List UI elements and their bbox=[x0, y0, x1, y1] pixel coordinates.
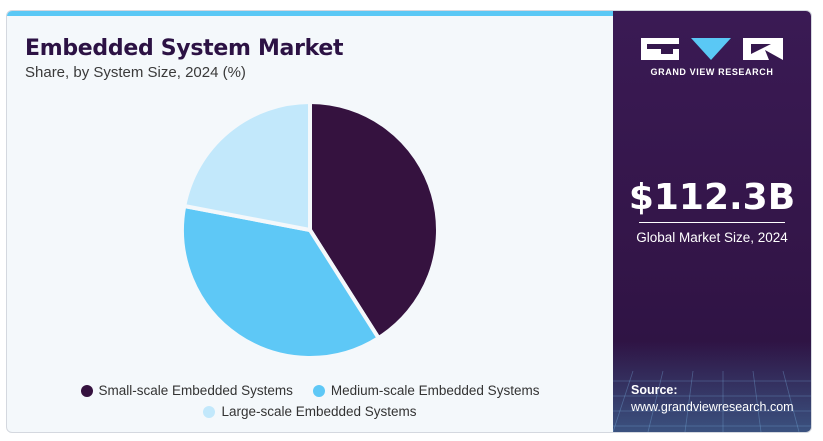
source-url: www.grandviewresearch.com bbox=[631, 400, 794, 414]
legend-label-large-scale: Large-scale Embedded Systems bbox=[221, 404, 417, 419]
grand-view-research-logo bbox=[641, 38, 783, 60]
accent-strip bbox=[7, 11, 613, 16]
legend-label-medium-scale: Medium-scale Embedded Systems bbox=[330, 383, 540, 398]
source-label: Source: bbox=[631, 383, 678, 397]
legend-swatch-small-scale bbox=[80, 384, 93, 397]
grid-decoration bbox=[613, 341, 811, 432]
summary-panel: GRAND VIEW RESEARCH $112.3B Global Marke… bbox=[613, 11, 811, 432]
pie-slice-large-scale bbox=[182, 100, 312, 232]
legend-row-2: Large-scale Embedded Systems bbox=[7, 404, 613, 419]
value-divider bbox=[639, 222, 785, 223]
brand-name: GRAND VIEW RESEARCH bbox=[650, 67, 774, 77]
market-size-value: $112.3B bbox=[628, 177, 796, 218]
legend-item-large-scale: Large-scale Embedded Systems bbox=[203, 404, 417, 419]
chart-area: Embedded System Market Share, by System … bbox=[7, 16, 613, 432]
legend-item-medium-scale: Medium-scale Embedded Systems bbox=[312, 383, 540, 398]
legend-item-small-scale: Small-scale Embedded Systems bbox=[80, 383, 293, 398]
legend-label-small-scale: Small-scale Embedded Systems bbox=[98, 383, 293, 398]
chart-subtitle: Share, by System Size, 2024 (%) bbox=[25, 64, 246, 81]
legend-swatch-large-scale bbox=[203, 405, 216, 418]
legend-swatch-medium-scale bbox=[312, 384, 325, 397]
market-size-label: Global Market Size, 2024 bbox=[636, 230, 788, 245]
pie-slice-medium-scale bbox=[180, 204, 381, 360]
pie-chart bbox=[180, 100, 440, 360]
infographic-card: Embedded System Market Share, by System … bbox=[6, 10, 812, 433]
legend-row-1: Small-scale Embedded Systems Medium-scal… bbox=[7, 383, 613, 398]
chart-title: Embedded System Market bbox=[25, 36, 344, 61]
